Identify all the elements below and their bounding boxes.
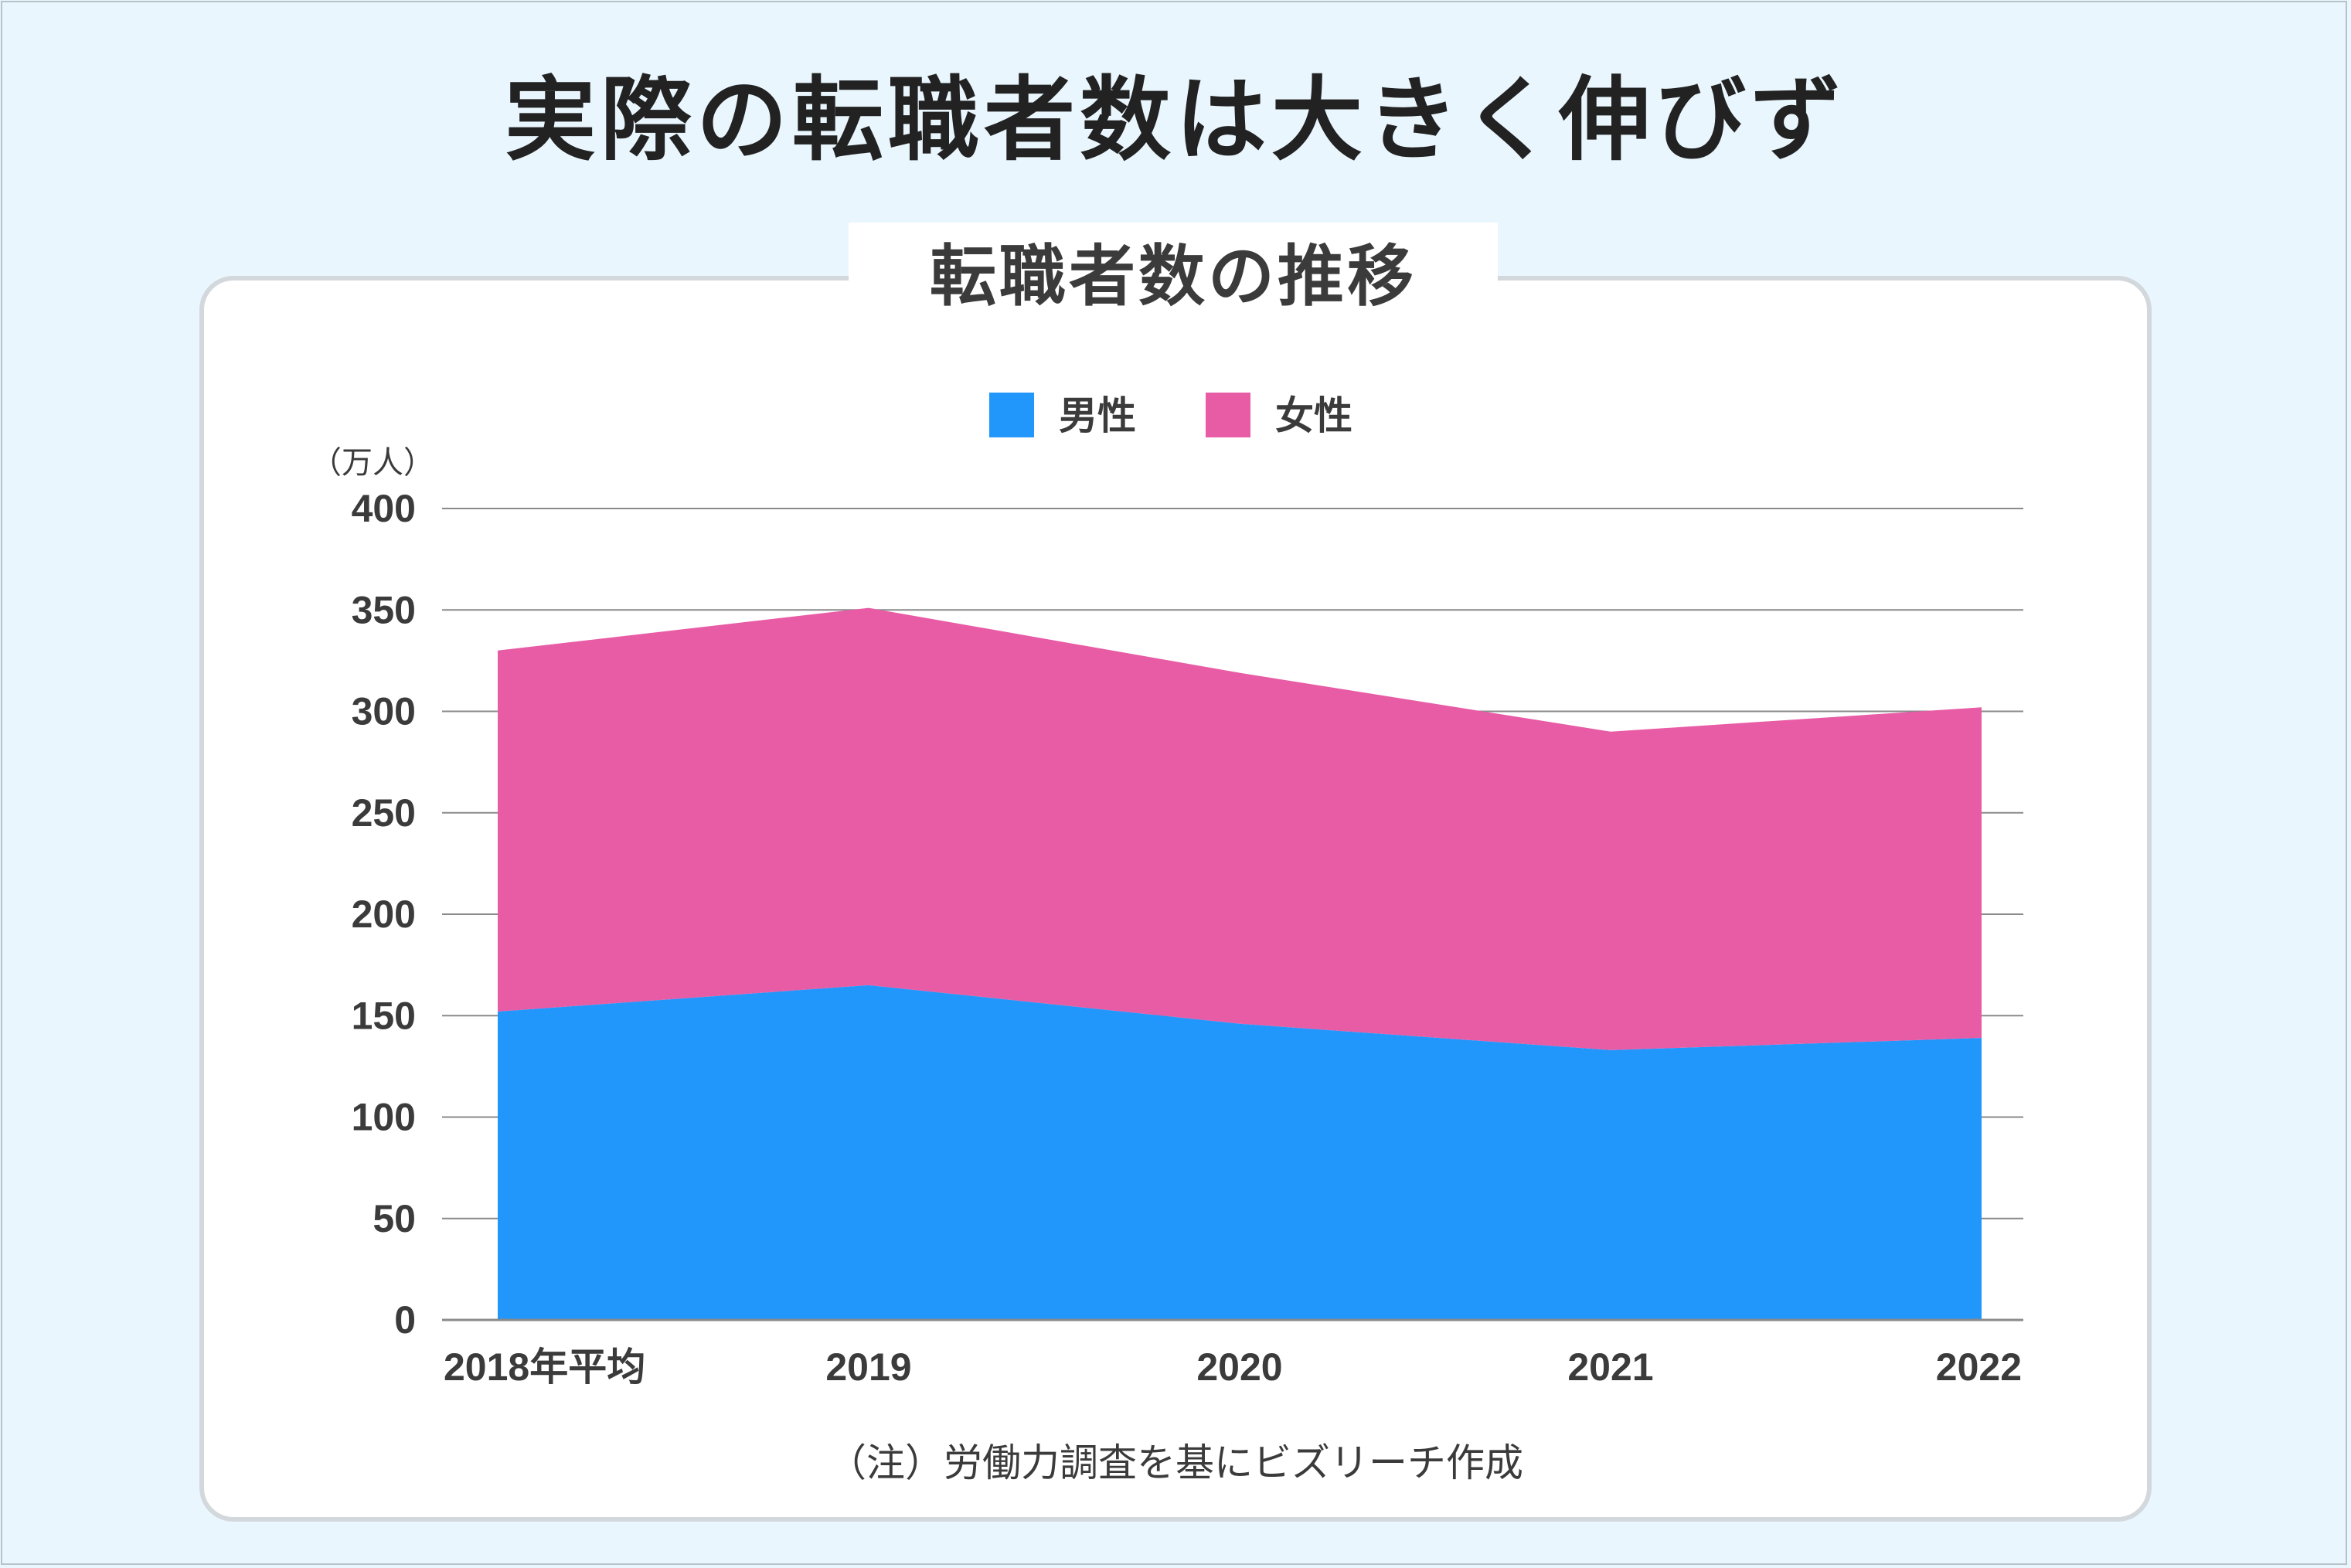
x-tick-label: 2020 [1196, 1345, 1282, 1389]
y-tick-label: 50 [373, 1197, 416, 1240]
area-series-male [498, 985, 1982, 1320]
x-tick-label: 2018年平均 [444, 1345, 645, 1389]
x-tick-label: 2021 [1567, 1345, 1653, 1389]
y-tick-label: 200 [352, 893, 416, 936]
legend-label: 男性 [1059, 393, 1136, 438]
y-tick-label: 150 [352, 994, 416, 1037]
y-unit-label: （万人） [311, 445, 434, 481]
legend-swatch [1206, 393, 1250, 437]
y-tick-label: 0 [394, 1298, 416, 1342]
y-tick-label: 400 [352, 487, 416, 530]
y-tick-label: 350 [352, 588, 416, 631]
y-tick-label: 300 [352, 690, 416, 733]
x-tick-label: 2019 [825, 1345, 911, 1389]
legend-swatch [989, 393, 1034, 437]
page-title: 実際の転職者数は大きく伸びず [504, 66, 1846, 173]
chart-title: 転職者数の推移 [849, 223, 1498, 331]
area-series-female [498, 607, 1982, 1050]
legend-label: 女性 [1275, 393, 1352, 438]
source-note: （注）労働力調査を基にビズリーチ作成 [828, 1440, 1523, 1485]
x-tick-label: 2022 [1936, 1345, 2022, 1389]
y-tick-label: 100 [352, 1096, 416, 1139]
y-tick-label: 250 [352, 791, 416, 835]
